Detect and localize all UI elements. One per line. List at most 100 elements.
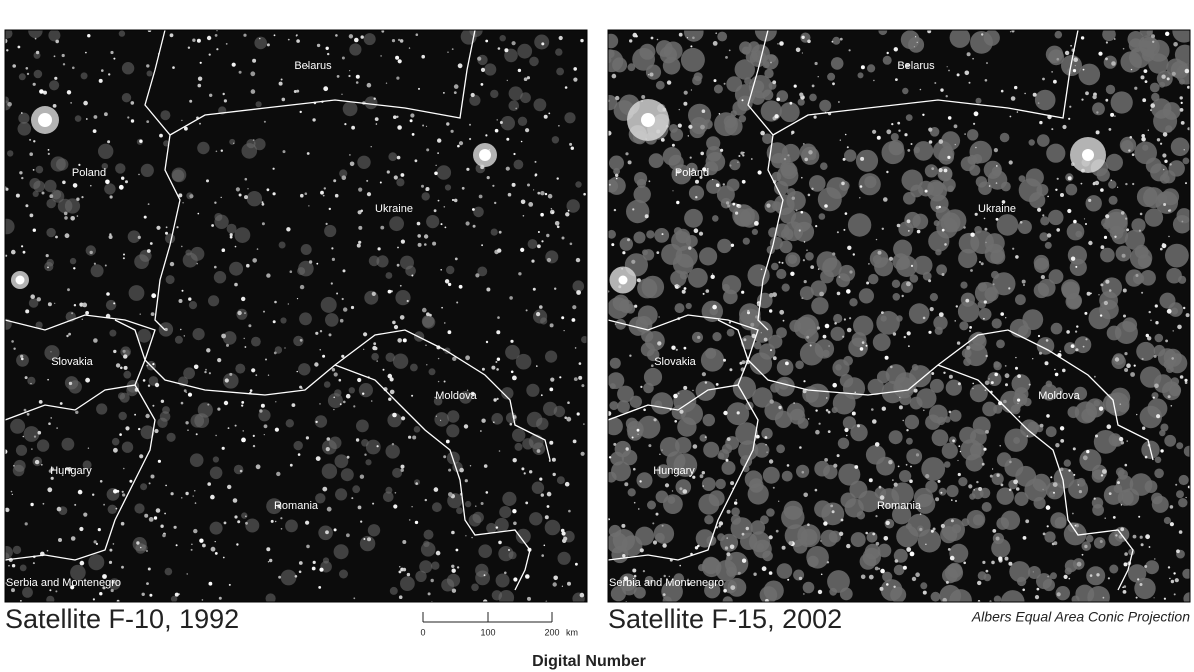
light-area — [57, 198, 73, 214]
light-area — [771, 201, 782, 212]
light-dot — [76, 215, 79, 217]
light-dot — [898, 405, 903, 410]
light-area — [608, 297, 629, 319]
light-dot — [393, 175, 398, 180]
light-dot — [981, 33, 984, 36]
city-core — [641, 113, 655, 127]
light-area — [929, 293, 938, 302]
light-dot — [79, 560, 85, 566]
light-dot — [578, 362, 582, 365]
light-dot — [250, 71, 256, 77]
light-dot — [120, 366, 123, 370]
light-dot — [1053, 491, 1055, 494]
light-dot — [376, 445, 379, 448]
light-dot — [854, 391, 856, 393]
light-area — [1091, 469, 1105, 483]
light-area — [32, 190, 39, 197]
light-dot — [924, 189, 928, 193]
light-area — [827, 72, 836, 81]
country-border — [772, 29, 1079, 136]
light-dot — [443, 206, 446, 208]
light-area — [706, 179, 721, 194]
light-dot — [1156, 138, 1161, 142]
light-dot — [48, 422, 51, 426]
light-dot — [211, 224, 215, 227]
light-area — [915, 493, 936, 514]
light-dot — [1140, 75, 1145, 80]
light-dot — [1054, 372, 1059, 377]
light-area — [847, 213, 872, 237]
light-dot — [811, 84, 815, 88]
light-area — [809, 175, 826, 192]
panel-title: Satellite F-10, 1992 — [5, 604, 239, 634]
light-dot — [191, 543, 193, 546]
light-dot — [381, 30, 385, 33]
light-area — [701, 300, 723, 322]
light-dot — [29, 152, 33, 156]
light-area — [70, 564, 86, 581]
light-area — [706, 146, 722, 162]
light-area — [1050, 572, 1057, 580]
light-dot — [1068, 117, 1071, 120]
light-area — [617, 400, 630, 414]
light-dot — [153, 516, 158, 520]
light-area — [314, 415, 328, 428]
light-dot — [648, 444, 652, 448]
light-dot — [1169, 577, 1171, 580]
light-dot — [568, 509, 571, 513]
light-area — [5, 218, 15, 235]
light-dot — [1169, 522, 1174, 527]
light-dot — [540, 493, 544, 497]
light-dot — [1088, 198, 1092, 202]
light-dot — [902, 565, 907, 570]
light-dot — [969, 326, 972, 329]
light-area — [235, 363, 246, 374]
light-dot — [906, 429, 909, 432]
light-dot — [400, 239, 405, 244]
light-area — [383, 491, 394, 503]
light-dot — [109, 195, 113, 199]
light-area — [551, 136, 560, 144]
light-dot — [1161, 74, 1166, 79]
light-dot — [765, 444, 767, 446]
light-dot — [868, 574, 874, 580]
light-area — [1144, 480, 1158, 493]
light-dot — [692, 475, 696, 479]
light-dot — [195, 433, 198, 436]
light-dot — [774, 114, 779, 119]
light-area — [789, 408, 806, 425]
light-dot — [783, 157, 787, 161]
light-area — [850, 532, 866, 548]
light-area — [1153, 344, 1166, 357]
light-dot — [85, 51, 87, 54]
light-area — [766, 508, 775, 517]
light-dot — [533, 189, 535, 191]
light-area — [251, 336, 261, 347]
light-dot — [418, 87, 420, 90]
light-dot — [451, 564, 455, 568]
light-dot — [1077, 484, 1080, 486]
light-dot — [220, 196, 222, 199]
light-dot — [768, 459, 774, 464]
light-dot — [480, 83, 484, 86]
light-dot — [437, 199, 440, 202]
light-area — [945, 379, 962, 396]
light-dot — [1075, 330, 1078, 333]
light-dot — [443, 380, 446, 383]
light-dot — [107, 140, 111, 144]
light-area — [781, 228, 794, 241]
light-area — [908, 36, 925, 53]
light-dot — [92, 129, 97, 133]
light-dot — [475, 505, 477, 507]
light-dot — [906, 219, 911, 224]
light-dot — [755, 315, 759, 319]
light-dot — [475, 273, 480, 278]
light-dot — [992, 283, 995, 286]
light-dot — [305, 436, 309, 440]
light-area — [820, 162, 828, 170]
light-area — [1009, 561, 1031, 583]
light-area — [693, 72, 703, 82]
light-dot — [299, 284, 305, 290]
light-area — [704, 161, 719, 176]
light-dot — [904, 133, 908, 137]
